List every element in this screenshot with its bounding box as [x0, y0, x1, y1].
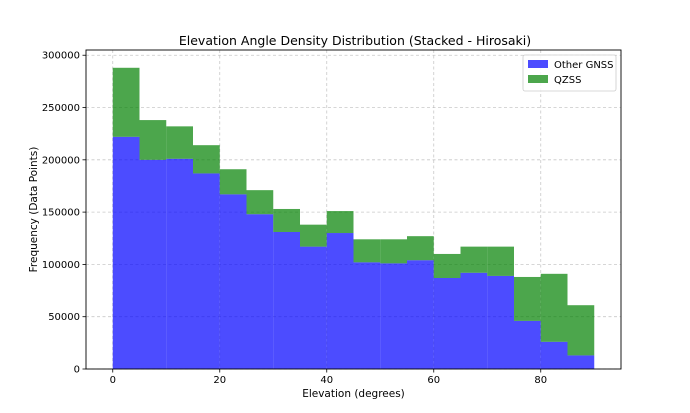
- bar-other-gnss-12: [433, 278, 461, 369]
- y-tick-label-3: 150000: [42, 208, 80, 219]
- bar-qzss-6: [273, 208, 300, 232]
- bar-other-gnss-17: [567, 355, 595, 369]
- bar-qzss-9: [353, 239, 381, 263]
- histogram-bars: [112, 67, 595, 369]
- bar-other-gnss-16: [540, 341, 568, 369]
- bar-other-gnss-5: [246, 214, 274, 369]
- legend-label-qzss: QZSS: [554, 75, 581, 86]
- bar-qzss-1: [139, 120, 167, 160]
- x-axis-title: Elevation (degrees): [302, 388, 405, 400]
- bar-other-gnss-14: [487, 275, 514, 369]
- legend-swatch-qzss: [528, 75, 548, 83]
- bar-other-gnss-3: [193, 173, 220, 369]
- y-tick-label-5: 250000: [42, 103, 80, 114]
- y-tick-label-4: 200000: [42, 155, 80, 166]
- bar-qzss-7: [300, 224, 327, 247]
- bar-qzss-16: [540, 273, 568, 342]
- bar-other-gnss-15: [514, 320, 541, 369]
- x-tick-label-2: 40: [320, 375, 333, 386]
- bar-other-gnss-8: [326, 233, 354, 369]
- bar-qzss-10: [380, 239, 407, 264]
- x-tick-label-0: 0: [110, 375, 116, 386]
- bar-qzss-17: [567, 305, 595, 356]
- x-tick-label-1: 20: [213, 375, 226, 386]
- bar-other-gnss-0: [112, 136, 140, 369]
- bar-other-gnss-7: [300, 246, 327, 369]
- bar-other-gnss-9: [353, 262, 381, 369]
- bar-qzss-15: [514, 276, 541, 321]
- y-tick-label-0: 0: [74, 365, 80, 376]
- bar-other-gnss-1: [139, 159, 167, 369]
- chart-title: Elevation Angle Density Distribution (St…: [179, 33, 531, 48]
- y-tick-label-1: 50000: [48, 312, 80, 323]
- plot-area-frame: [85, 49, 622, 370]
- legend: Other GNSS QZSS: [522, 54, 617, 92]
- y-axis-title: Frequency (Data Points): [28, 147, 40, 273]
- bar-other-gnss-11: [407, 260, 434, 369]
- bar-qzss-4: [219, 169, 247, 195]
- bar-qzss-8: [326, 211, 354, 234]
- bar-other-gnss-13: [460, 272, 488, 369]
- bar-other-gnss-4: [219, 194, 247, 369]
- bar-qzss-0: [112, 67, 140, 137]
- bar-qzss-13: [460, 246, 488, 273]
- bar-qzss-11: [407, 236, 434, 261]
- bar-qzss-12: [433, 253, 461, 279]
- y-tick-label-2: 100000: [42, 260, 80, 271]
- bar-qzss-3: [193, 145, 220, 174]
- x-tick-label-4: 80: [534, 375, 547, 386]
- legend-swatch-other-gnss: [528, 60, 548, 68]
- legend-label-other-gnss: Other GNSS: [554, 60, 614, 71]
- bar-other-gnss-10: [380, 263, 407, 369]
- bar-qzss-2: [166, 126, 193, 159]
- x-tick-label-3: 60: [427, 375, 440, 386]
- bar-other-gnss-6: [273, 231, 300, 369]
- bar-other-gnss-2: [166, 158, 193, 369]
- axis-ticks: 0 20 40 60 80 0 50000 100000 150000 200000 250000 3…: [42, 51, 547, 386]
- bar-qzss-5: [246, 190, 274, 215]
- y-tick-label-6: 300000: [42, 51, 80, 62]
- bar-qzss-14: [487, 246, 514, 276]
